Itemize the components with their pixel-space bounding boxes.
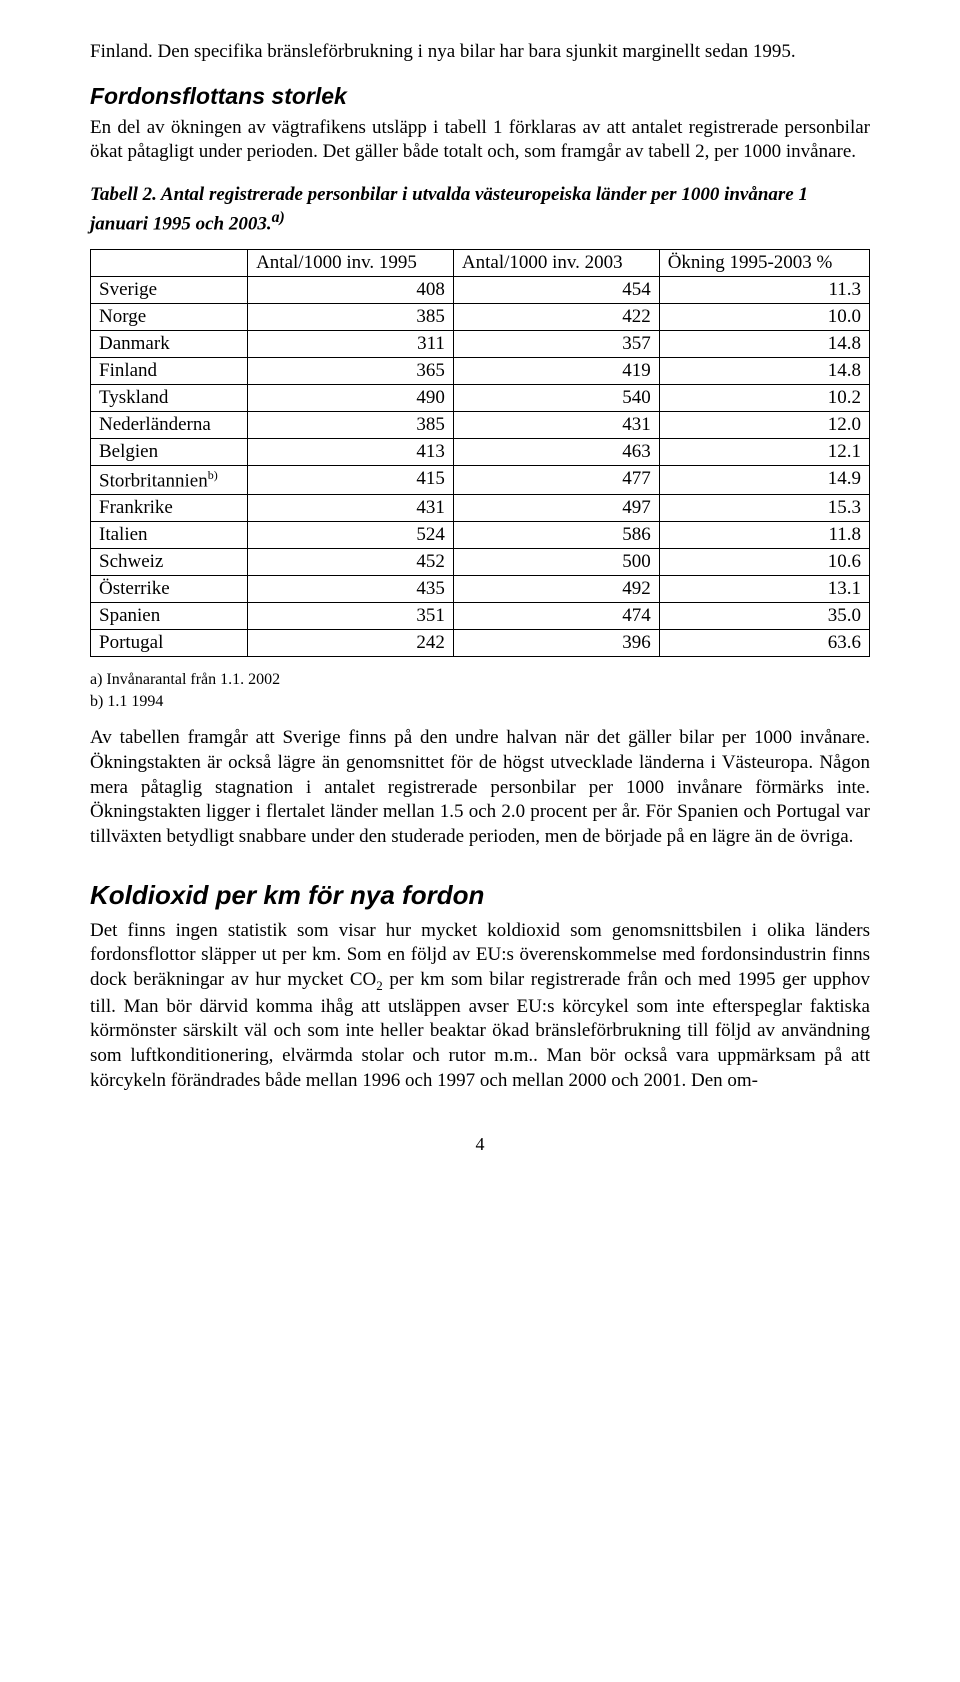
cell-delta: 63.6: [659, 630, 869, 657]
cell-country: Tyskland: [91, 384, 248, 411]
cell-2003: 586: [453, 522, 659, 549]
cell-country-sup: b): [208, 468, 218, 482]
cell-2003: 492: [453, 576, 659, 603]
cell-2003: 357: [453, 330, 659, 357]
table-row: Finland36541914.8: [91, 357, 870, 384]
th-2003: Antal/1000 inv. 2003: [453, 249, 659, 276]
cell-delta: 15.3: [659, 495, 869, 522]
table-row: Schweiz45250010.6: [91, 549, 870, 576]
cell-delta: 14.8: [659, 330, 869, 357]
page-number: 4: [90, 1134, 870, 1155]
cell-2003: 419: [453, 357, 659, 384]
table-row: Österrike43549213.1: [91, 576, 870, 603]
cell-country: Frankrike: [91, 495, 248, 522]
table-row: Belgien41346312.1: [91, 438, 870, 465]
page: Finland. Den specifika bränsleförbruknin…: [0, 0, 960, 1195]
cell-1995: 524: [248, 522, 454, 549]
cell-delta: 12.0: [659, 411, 869, 438]
cell-1995: 452: [248, 549, 454, 576]
intro-paragraph: Finland. Den specifika bränsleförbruknin…: [90, 40, 870, 65]
cell-country: Portugal: [91, 630, 248, 657]
table-row: Portugal24239663.6: [91, 630, 870, 657]
cell-country: Finland: [91, 357, 248, 384]
cell-1995: 311: [248, 330, 454, 357]
table-row: Spanien35147435.0: [91, 603, 870, 630]
cell-2003: 422: [453, 303, 659, 330]
cell-2003: 463: [453, 438, 659, 465]
table-row: Storbritannienb)41547714.9: [91, 465, 870, 494]
footnote-a: a) Invånarantal från 1.1. 2002: [90, 669, 870, 691]
cell-country: Schweiz: [91, 549, 248, 576]
cell-country: Danmark: [91, 330, 248, 357]
section1-heading: Fordonsflottans storlek: [90, 83, 870, 110]
after-table-paragraph: Av tabellen framgår att Sverige finns på…: [90, 726, 870, 849]
cell-2003: 396: [453, 630, 659, 657]
data-table: Antal/1000 inv. 1995 Antal/1000 inv. 200…: [90, 249, 870, 657]
section1-paragraph: En del av ökningen av vägtrafikens utslä…: [90, 116, 870, 165]
cell-country: Österrike: [91, 576, 248, 603]
cell-delta: 10.6: [659, 549, 869, 576]
cell-1995: 385: [248, 303, 454, 330]
cell-1995: 408: [248, 276, 454, 303]
cell-2003: 540: [453, 384, 659, 411]
table-row: Sverige40845411.3: [91, 276, 870, 303]
table-row: Norge38542210.0: [91, 303, 870, 330]
cell-country: Sverige: [91, 276, 248, 303]
cell-country: Norge: [91, 303, 248, 330]
cell-country: Belgien: [91, 438, 248, 465]
cell-country: Italien: [91, 522, 248, 549]
table-caption-sup: a): [272, 209, 285, 226]
table-caption: Tabell 2. Antal registrerade personbilar…: [90, 183, 870, 237]
table-row: Nederländerna38543112.0: [91, 411, 870, 438]
cell-1995: 365: [248, 357, 454, 384]
cell-delta: 13.1: [659, 576, 869, 603]
cell-2003: 497: [453, 495, 659, 522]
cell-1995: 431: [248, 495, 454, 522]
table-footnotes: a) Invånarantal från 1.1. 2002 b) 1.1 19…: [90, 669, 870, 712]
cell-2003: 454: [453, 276, 659, 303]
cell-1995: 415: [248, 465, 454, 494]
cell-1995: 385: [248, 411, 454, 438]
cell-2003: 431: [453, 411, 659, 438]
cell-delta: 35.0: [659, 603, 869, 630]
cell-1995: 490: [248, 384, 454, 411]
section2-paragraph: Det finns ingen statistik som visar hur …: [90, 919, 870, 1094]
table-row: Italien52458611.8: [91, 522, 870, 549]
cell-delta: 14.9: [659, 465, 869, 494]
footnote-b: b) 1.1 1994: [90, 691, 870, 713]
cell-2003: 474: [453, 603, 659, 630]
table-caption-prefix: Tabell 2.: [90, 184, 157, 205]
cell-country: Spanien: [91, 603, 248, 630]
table-caption-rest: Antal registrerade personbilar i utvalda…: [90, 184, 808, 234]
table-header-row: Antal/1000 inv. 1995 Antal/1000 inv. 200…: [91, 249, 870, 276]
cell-1995: 242: [248, 630, 454, 657]
table-row: Tyskland49054010.2: [91, 384, 870, 411]
th-country: [91, 249, 248, 276]
cell-delta: 12.1: [659, 438, 869, 465]
cell-2003: 500: [453, 549, 659, 576]
cell-delta: 14.8: [659, 357, 869, 384]
cell-delta: 10.2: [659, 384, 869, 411]
cell-1995: 413: [248, 438, 454, 465]
th-delta: Ökning 1995-2003 %: [659, 249, 869, 276]
table-row: Frankrike43149715.3: [91, 495, 870, 522]
cell-2003: 477: [453, 465, 659, 494]
cell-1995: 435: [248, 576, 454, 603]
cell-country: Nederländerna: [91, 411, 248, 438]
section2-heading: Koldioxid per km för nya fordon: [90, 880, 870, 911]
cell-country: Storbritannienb): [91, 465, 248, 494]
cell-delta: 11.3: [659, 276, 869, 303]
cell-1995: 351: [248, 603, 454, 630]
cell-delta: 11.8: [659, 522, 869, 549]
cell-delta: 10.0: [659, 303, 869, 330]
table-row: Danmark31135714.8: [91, 330, 870, 357]
th-1995: Antal/1000 inv. 1995: [248, 249, 454, 276]
